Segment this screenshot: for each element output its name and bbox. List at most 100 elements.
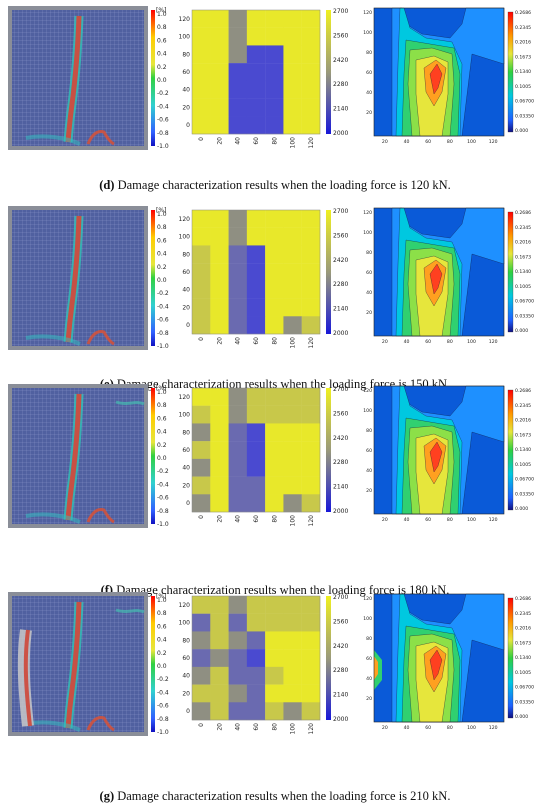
strain-tick-label: 0.8	[157, 24, 167, 31]
grid-x-tick: 100	[290, 723, 297, 735]
caption-letter: (d)	[99, 178, 115, 192]
caption-text: Damage characterization results when the…	[114, 178, 451, 192]
grid-cell	[192, 227, 211, 246]
grid-colorbar-tick: 2700	[333, 8, 348, 15]
contour-colorbar-tick: 0.1673	[515, 254, 531, 260]
contour-y-tick: 60	[366, 270, 372, 276]
caption-g: (g) Damage characterization results when…	[0, 789, 550, 804]
grid-cell	[228, 631, 248, 650]
contour-colorbar-tick: 0.1340	[515, 269, 531, 275]
grid-colorbar-tick: 2560	[333, 32, 348, 39]
contour-colorbar-tick: 0.1673	[515, 640, 531, 646]
grid-colorbar-tick: 2140	[333, 106, 348, 113]
strain-tick-label: 0.6	[157, 237, 167, 244]
grid-cell	[301, 476, 321, 495]
grid-cell	[283, 116, 302, 135]
strain-tick-label: -0.8	[157, 508, 169, 515]
edge-band	[25, 134, 81, 146]
strain-photo-panel: [%]1.0 0.8 0.6 0.4 0.2 0.0 -0.2 -0.4 -0.6 -0.8 -1.…	[8, 206, 169, 350]
grid-cell	[283, 423, 302, 442]
grid-cell	[301, 116, 321, 135]
grid-cell	[210, 684, 229, 703]
grid-y-tick: 20	[182, 482, 190, 489]
grid-cell	[210, 666, 229, 685]
grid-cell	[228, 63, 248, 82]
grid-colorbar	[326, 10, 331, 134]
left-crack	[23, 629, 32, 727]
grid-cell	[265, 649, 284, 668]
grid-cell	[246, 316, 266, 335]
grid-colorbar-tick: 2280	[333, 81, 348, 88]
grid-cell	[228, 458, 248, 477]
grid-y-tick: 60	[182, 655, 190, 662]
grid-cell	[301, 441, 321, 460]
grid-cell	[210, 405, 229, 424]
contour-colorbar	[507, 597, 514, 719]
grid-cell	[301, 649, 321, 668]
crack-core	[65, 601, 82, 729]
strain-tick-label: 0.2	[157, 264, 167, 271]
grid-cell	[301, 684, 321, 703]
contour-border	[373, 7, 505, 137]
strain-tick-label: 0.2	[157, 64, 167, 71]
grid-cell	[283, 666, 302, 685]
edge-band	[25, 512, 81, 524]
strain-tick-label: -1.0	[157, 143, 169, 150]
grid-cell	[210, 298, 229, 317]
edge-band	[25, 334, 81, 346]
grid-cell	[265, 458, 284, 477]
grid-cell	[210, 494, 229, 513]
grid-cell	[192, 388, 211, 406]
grid-cell	[265, 423, 284, 442]
shear-crack	[86, 716, 115, 732]
grid-cell	[283, 45, 302, 64]
grid-border	[191, 9, 321, 135]
grid-cell	[265, 298, 284, 317]
grid-colorbar-tick: 2000	[333, 330, 348, 337]
contour-x-tick: 60	[425, 517, 431, 523]
grid-cell	[192, 316, 211, 335]
grid-cell	[265, 98, 284, 117]
grid-cell	[246, 116, 266, 135]
damage-contour-panel: 120 100 80 60 40 20 20 40 60 80 100 120 0.2686 0.2345…	[363, 207, 534, 345]
contour-colorbar-tick: 0.2345	[515, 25, 531, 31]
grid-cell	[301, 702, 321, 721]
grid-y-tick: 20	[182, 104, 190, 111]
grid-cell	[283, 613, 302, 632]
grid-cell	[265, 316, 284, 335]
grid-colorbar-tick: 2700	[333, 594, 348, 601]
contour-colorbar-tick: 0.2345	[515, 403, 531, 409]
contour-colorbar	[507, 211, 514, 333]
grid-cell	[228, 98, 248, 117]
grid-x-tick: 60	[253, 515, 260, 523]
grid-cell	[228, 441, 248, 460]
contour-y-tick: 80	[366, 50, 372, 56]
grid-colorbar-tick: 2140	[333, 484, 348, 491]
grid-cell	[283, 441, 302, 460]
grid-cell	[210, 388, 229, 406]
contour-colorbar-tick: 0.2016	[515, 240, 531, 246]
grid-x-tick: 100	[290, 337, 297, 349]
grid-colorbar-tick: 2140	[333, 692, 348, 699]
grid-y-tick: 100	[179, 620, 191, 627]
grid-colorbar-tick: 2700	[333, 386, 348, 393]
grid-y-tick: 120	[179, 394, 191, 401]
grid-colorbar-tick: 2560	[333, 618, 348, 625]
grid-cell	[228, 245, 248, 264]
contour-y-tick: 80	[366, 250, 372, 256]
strain-tick-label: 0.6	[157, 37, 167, 44]
grid-cell	[210, 441, 229, 460]
grid-cell	[210, 631, 229, 650]
grid-cell	[210, 116, 229, 135]
shear-crack	[86, 130, 115, 146]
grid-y-tick: 120	[179, 216, 191, 223]
grid-cell	[210, 316, 229, 335]
grid-colorbar-tick: 2280	[333, 667, 348, 674]
grid-cell	[228, 45, 248, 64]
grid-colorbar	[326, 388, 331, 512]
contour-x-tick: 120	[489, 517, 498, 523]
grid-cell	[283, 458, 302, 477]
grid-colorbar-tick: 2280	[333, 459, 348, 466]
